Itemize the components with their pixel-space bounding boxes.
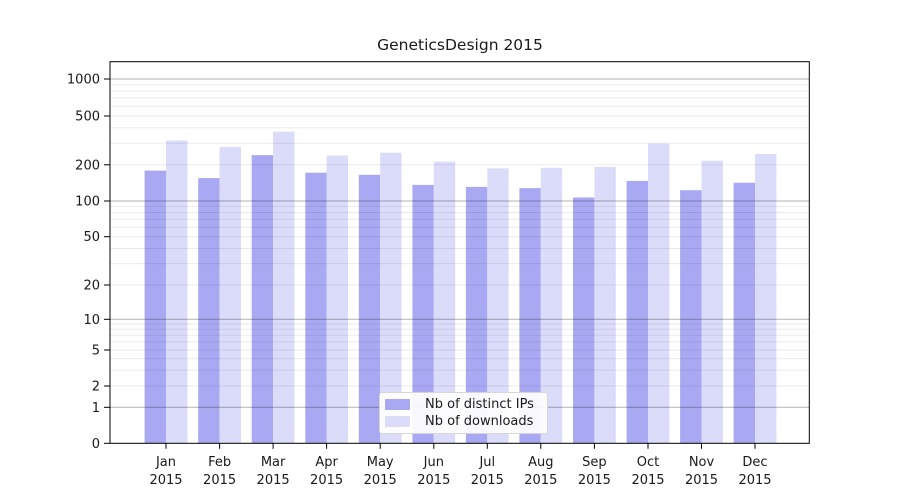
- legend-item-downloads: Nb of downloads: [385, 413, 539, 430]
- y-tick-label-0: 0: [92, 437, 100, 452]
- y-tick-label-2: 2: [92, 380, 100, 395]
- bar-nb-of-downloads-jun: [433, 161, 456, 444]
- x-tick-label-jul: Jul: [478, 455, 495, 470]
- x-tick-label-feb: Feb: [208, 455, 231, 470]
- x-tick-label-year-jan: 2015: [149, 473, 182, 488]
- y-tick-label-1: 1: [92, 401, 100, 416]
- bar-nb-of-downloads-feb: [219, 146, 241, 444]
- bar-nb-of-downloads-apr: [326, 155, 348, 444]
- bar-nb-of-downloads-aug: [540, 167, 563, 444]
- y-tick-label-50: 50: [83, 230, 100, 245]
- x-tick-label-year-may: 2015: [364, 473, 397, 488]
- bar-nb-of-distinct-ips-jan: [144, 170, 166, 444]
- legend-label-distinct-ips: Nb of distinct IPs: [425, 397, 534, 412]
- x-tick-label-nov: Nov: [689, 455, 715, 470]
- x-tick-label-year-jul: 2015: [471, 473, 504, 488]
- bar-nb-of-distinct-ips-may: [358, 174, 381, 444]
- y-tick-label-500: 500: [75, 110, 100, 125]
- plot-border: [109, 61, 810, 444]
- x-tick-label-year-feb: 2015: [203, 473, 236, 488]
- bar-nb-of-downloads-jan: [166, 140, 188, 444]
- bar-nb-of-downloads-dec: [755, 154, 777, 444]
- x-tick-label-oct: Oct: [637, 455, 659, 470]
- bar-nb-of-distinct-ips-jul: [465, 186, 488, 444]
- y-tick-label-10: 10: [83, 313, 100, 328]
- bar-nb-of-distinct-ips-feb: [198, 178, 220, 444]
- x-tick-label-year-aug: 2015: [524, 473, 557, 488]
- x-tick-label-year-mar: 2015: [257, 473, 290, 488]
- legend-item-distinct-ips: Nb of distinct IPs: [385, 396, 539, 413]
- y-tick-label-20: 20: [83, 279, 100, 294]
- bar-nb-of-downloads-jul: [487, 168, 509, 444]
- x-tick-label-year-dec: 2015: [738, 473, 771, 488]
- x-tick-label-aug: Aug: [528, 455, 553, 470]
- bar-nb-of-distinct-ips-aug: [519, 188, 541, 444]
- bar-nb-of-distinct-ips-nov: [680, 190, 702, 444]
- bar-nb-of-distinct-ips-jun: [412, 184, 434, 444]
- x-tick-label-year-nov: 2015: [685, 473, 718, 488]
- x-tick-label-dec: Dec: [742, 455, 767, 470]
- x-tick-label-jan: Jan: [155, 455, 176, 470]
- bar-nb-of-downloads-mar: [273, 131, 295, 444]
- bar-nb-of-distinct-ips-sep: [573, 197, 595, 444]
- legend-swatch-downloads: [385, 416, 410, 427]
- bar-nb-of-downloads-oct: [648, 143, 670, 444]
- legend: Nb of distinct IPs Nb of downloads: [379, 392, 548, 434]
- x-tick-label-year-oct: 2015: [631, 473, 664, 488]
- x-tick-label-jun: Jun: [423, 455, 444, 470]
- x-tick-label-year-jun: 2015: [417, 473, 450, 488]
- y-tick-label-5: 5: [92, 344, 100, 359]
- legend-label-downloads: Nb of downloads: [425, 414, 534, 429]
- bar-nb-of-distinct-ips-dec: [733, 182, 755, 444]
- x-tick-label-may: May: [367, 455, 394, 470]
- bar-nb-of-distinct-ips-mar: [251, 155, 274, 444]
- chart-title: GeneticsDesign 2015: [377, 36, 543, 54]
- bar-nb-of-downloads-may: [380, 152, 402, 444]
- x-tick-label-year-apr: 2015: [310, 473, 343, 488]
- bar-nb-of-distinct-ips-oct: [626, 180, 648, 444]
- x-tick-label-sep: Sep: [582, 455, 607, 470]
- bar-nb-of-downloads-nov: [701, 160, 723, 444]
- x-tick-label-apr: Apr: [315, 455, 338, 470]
- x-tick-label-year-sep: 2015: [578, 473, 611, 488]
- y-tick-label-100: 100: [75, 195, 100, 210]
- bar-nb-of-downloads-sep: [594, 166, 616, 444]
- y-tick-label-1000: 1000: [67, 73, 100, 88]
- y-tick-label-200: 200: [75, 158, 100, 173]
- legend-swatch-distinct-ips: [385, 399, 410, 410]
- x-tick-label-mar: Mar: [261, 455, 286, 470]
- bar-nb-of-distinct-ips-apr: [305, 172, 327, 444]
